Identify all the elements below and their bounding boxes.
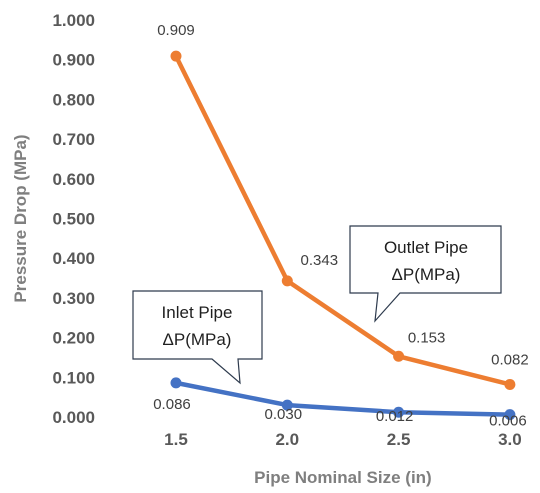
callout-outlet-line2: ΔP(MPa): [392, 265, 461, 284]
series-line-1: [173, 53, 513, 387]
data-labels-layer: 0.086 0.030 0.012 0.006 0.909 0.343 0.153 0.082: [153, 22, 528, 429]
callout-outlet-box: [349, 225, 502, 323]
x-tick-label: 2.5: [387, 430, 411, 449]
data-point: [504, 409, 516, 421]
callout-inlet-line1: Inlet Pipe: [162, 303, 233, 322]
data-point: [393, 350, 405, 362]
y-axis-ticks: 0.000 0.100 0.200 0.300 0.400 0.500 0.600 0.700…: [52, 11, 95, 427]
x-axis-ticks: 1.5 2.0 2.5 3.0: [164, 430, 522, 449]
y-tick-label: 0.500: [52, 210, 95, 229]
y-tick-label: 0.100: [52, 368, 95, 387]
x-tick-label: 3.0: [498, 430, 522, 449]
x-tick-label: 1.5: [164, 430, 188, 449]
data-label: 0.343: [301, 252, 339, 269]
data-point: [281, 399, 293, 411]
callout-inlet: Inlet Pipe ΔP(MPa): [132, 290, 263, 385]
data-label: 0.030: [265, 406, 303, 423]
data-label: 0.153: [408, 329, 446, 346]
x-axis-title: Pipe Nominal Size (in): [254, 468, 432, 487]
data-point: [393, 406, 405, 418]
data-label: 0.006: [489, 413, 527, 430]
y-axis-title: Pressure Drop (MPa): [11, 134, 30, 302]
y-tick-label: 0.300: [52, 289, 95, 308]
callout-inlet-box: [132, 290, 263, 385]
y-tick-label: 0.000: [52, 408, 95, 427]
y-tick-label: 1.000: [52, 11, 95, 30]
data-point: [281, 275, 293, 287]
y-tick-label: 0.900: [52, 51, 95, 70]
data-point: [504, 378, 516, 390]
callout-inlet-line2: ΔP(MPa): [163, 330, 232, 349]
y-tick-label: 0.700: [52, 130, 95, 149]
y-tick-label: 0.600: [52, 170, 95, 189]
data-point: [170, 50, 182, 62]
callout-outlet: Outlet Pipe ΔP(MPa): [349, 225, 502, 323]
data-label: 0.012: [376, 408, 414, 425]
callout-outlet-line1: Outlet Pipe: [384, 238, 468, 257]
x-tick-label: 2.0: [275, 430, 299, 449]
data-label: 0.082: [491, 351, 529, 368]
series-layer: [170, 50, 516, 421]
y-tick-label: 0.800: [52, 90, 95, 109]
series-line-0: [173, 380, 513, 417]
data-label: 0.909: [157, 22, 195, 39]
y-tick-label: 0.200: [52, 329, 95, 348]
data-point: [170, 377, 182, 389]
y-tick-label: 0.400: [52, 249, 95, 268]
data-label: 0.086: [153, 396, 191, 413]
